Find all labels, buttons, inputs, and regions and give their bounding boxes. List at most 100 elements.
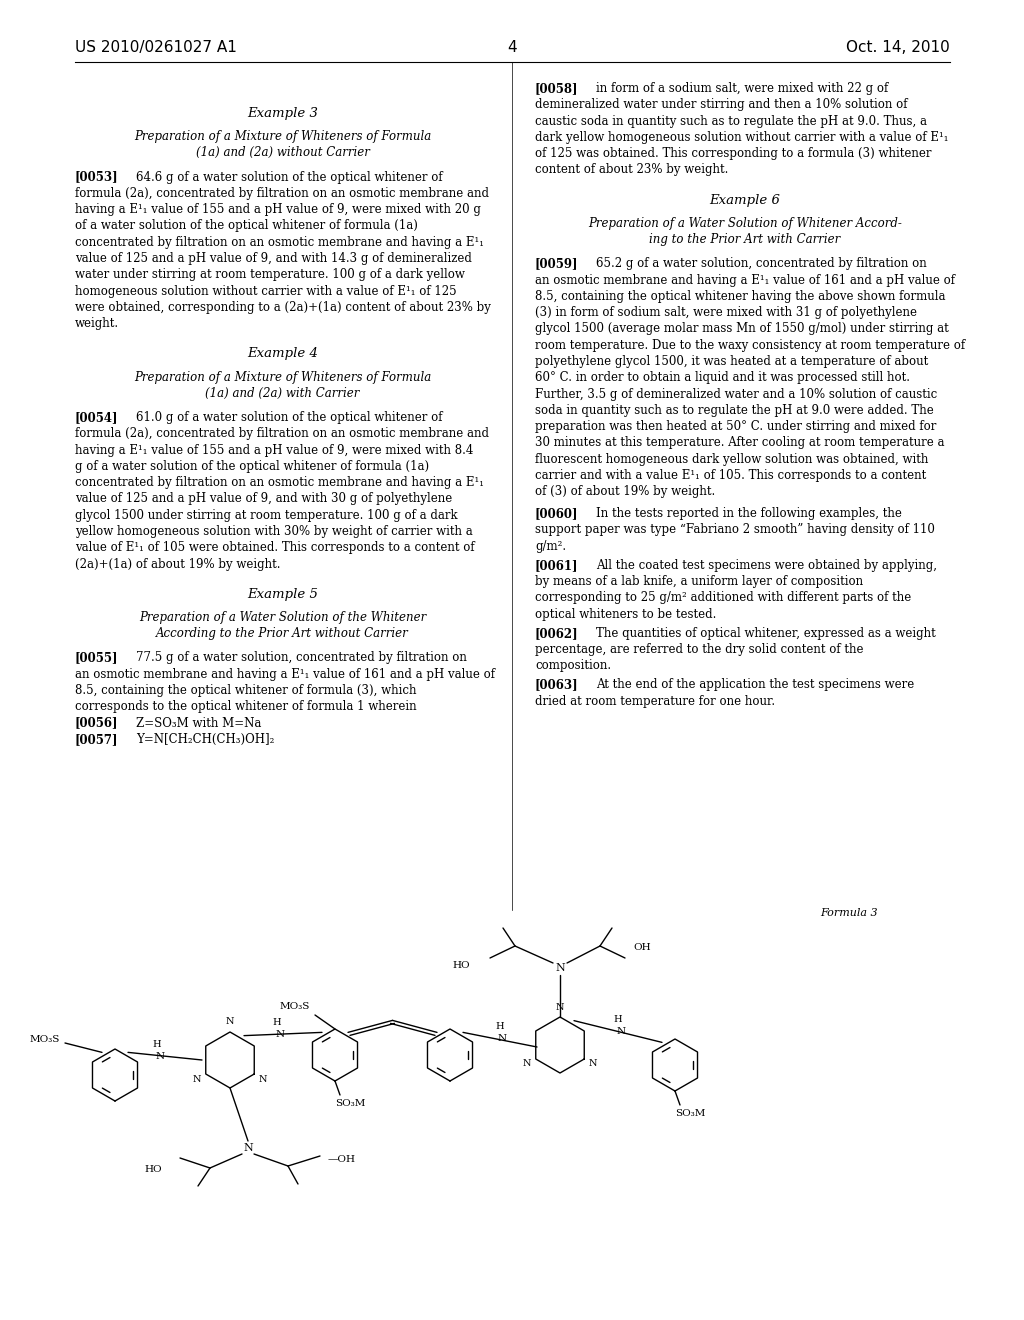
Text: homogeneous solution without carrier with a value of E¹₁ of 125: homogeneous solution without carrier wit… — [75, 285, 457, 297]
Text: Example 4: Example 4 — [247, 347, 317, 360]
Text: Preparation of a Water Solution of the Whitener: Preparation of a Water Solution of the W… — [139, 611, 426, 624]
Text: Preparation of a Water Solution of Whitener Accord-: Preparation of a Water Solution of White… — [588, 216, 902, 230]
Text: 8.5, containing the optical whitener of formula (3), which: 8.5, containing the optical whitener of … — [75, 684, 417, 697]
Text: optical whiteners to be tested.: optical whiteners to be tested. — [535, 607, 717, 620]
Text: an osmotic membrane and having a E¹₁ value of 161 and a pH value of: an osmotic membrane and having a E¹₁ val… — [535, 273, 955, 286]
Text: 64.6 g of a water solution of the optical whitener of: 64.6 g of a water solution of the optica… — [136, 170, 443, 183]
Text: 61.0 g of a water solution of the optical whitener of: 61.0 g of a water solution of the optica… — [136, 411, 443, 424]
Text: water under stirring at room temperature. 100 g of a dark yellow: water under stirring at room temperature… — [75, 268, 465, 281]
Text: N: N — [225, 1018, 234, 1027]
Text: [0063]: [0063] — [535, 678, 579, 692]
Text: Example 3: Example 3 — [247, 107, 317, 120]
Text: [0059]: [0059] — [535, 257, 579, 271]
Text: formula (2a), concentrated by filtration on an osmotic membrane and: formula (2a), concentrated by filtration… — [75, 187, 489, 199]
Text: 30 minutes at this temperature. After cooling at room temperature a: 30 minutes at this temperature. After co… — [535, 437, 944, 449]
Text: N: N — [193, 1074, 202, 1084]
Text: MO₃S: MO₃S — [30, 1035, 60, 1044]
Text: N: N — [275, 1030, 285, 1039]
Text: N: N — [556, 1002, 564, 1011]
Text: N: N — [589, 1060, 597, 1068]
Text: dried at room temperature for one hour.: dried at room temperature for one hour. — [535, 694, 775, 708]
Text: Preparation of a Mixture of Whiteners of Formula: Preparation of a Mixture of Whiteners of… — [134, 131, 431, 144]
Text: room temperature. Due to the waxy consistency at room temperature of: room temperature. Due to the waxy consis… — [535, 339, 966, 351]
Text: H: H — [272, 1018, 282, 1027]
Text: carrier and with a value E¹₁ of 105. This corresponds to a content: carrier and with a value E¹₁ of 105. Thi… — [535, 469, 927, 482]
Text: N: N — [616, 1027, 626, 1036]
Text: N: N — [523, 1060, 531, 1068]
Text: caustic soda in quantity such as to regulate the pH at 9.0. Thus, a: caustic soda in quantity such as to regu… — [535, 115, 927, 128]
Text: value of 125 and a pH value of 9, and with 14.3 g of demineralized: value of 125 and a pH value of 9, and wi… — [75, 252, 472, 265]
Text: Example 5: Example 5 — [247, 587, 317, 601]
Text: content of about 23% by weight.: content of about 23% by weight. — [535, 164, 728, 177]
Text: (3) in form of sodium salt, were mixed with 31 g of polyethylene: (3) in form of sodium salt, were mixed w… — [535, 306, 918, 319]
Text: [0061]: [0061] — [535, 558, 579, 572]
Text: Formula 3: Formula 3 — [820, 908, 878, 917]
Text: [0053]: [0053] — [75, 170, 119, 183]
Text: glycol 1500 under stirring at room temperature. 100 g of a dark: glycol 1500 under stirring at room tempe… — [75, 508, 458, 521]
Text: [0060]: [0060] — [535, 507, 579, 520]
Text: demineralized water under stirring and then a 10% solution of: demineralized water under stirring and t… — [535, 98, 907, 111]
Text: All the coated test specimens were obtained by applying,: All the coated test specimens were obtai… — [596, 558, 937, 572]
Text: 65.2 g of a water solution, concentrated by filtration on: 65.2 g of a water solution, concentrated… — [596, 257, 927, 271]
Text: Z=SO₃M with M=Na: Z=SO₃M with M=Na — [136, 717, 262, 730]
Text: N: N — [156, 1052, 165, 1061]
Text: [0057]: [0057] — [75, 733, 119, 746]
Text: HO: HO — [453, 961, 470, 970]
Text: The quantities of optical whitener, expressed as a weight: The quantities of optical whitener, expr… — [596, 627, 936, 640]
Text: in form of a sodium salt, were mixed with 22 g of: in form of a sodium salt, were mixed wit… — [596, 82, 889, 95]
Text: (2a)+(1a) of about 19% by weight.: (2a)+(1a) of about 19% by weight. — [75, 557, 281, 570]
Text: According to the Prior Art without Carrier: According to the Prior Art without Carri… — [156, 627, 409, 640]
Text: dark yellow homogeneous solution without carrier with a value of E¹₁: dark yellow homogeneous solution without… — [535, 131, 948, 144]
Text: of 125 was obtained. This corresponding to a formula (3) whitener: of 125 was obtained. This corresponding … — [535, 147, 932, 160]
Text: 4: 4 — [507, 40, 517, 55]
Text: weight.: weight. — [75, 317, 119, 330]
Text: an osmotic membrane and having a E¹₁ value of 161 and a pH value of: an osmotic membrane and having a E¹₁ val… — [75, 668, 495, 681]
Text: N: N — [259, 1074, 267, 1084]
Text: N: N — [555, 964, 565, 973]
Text: [0056]: [0056] — [75, 717, 119, 730]
Text: value of E¹₁ of 105 were obtained. This corresponds to a content of: value of E¹₁ of 105 were obtained. This … — [75, 541, 475, 554]
Text: [0054]: [0054] — [75, 411, 119, 424]
Text: N: N — [498, 1034, 507, 1043]
Text: At the end of the application the test specimens were: At the end of the application the test s… — [596, 678, 914, 692]
Text: yellow homogeneous solution with 30% by weight of carrier with a: yellow homogeneous solution with 30% by … — [75, 525, 473, 539]
Text: having a E¹₁ value of 155 and a pH value of 9, were mixed with 20 g: having a E¹₁ value of 155 and a pH value… — [75, 203, 481, 216]
Text: US 2010/0261027 A1: US 2010/0261027 A1 — [75, 40, 237, 55]
Text: glycol 1500 (average molar mass Mn of 1550 g/mol) under stirring at: glycol 1500 (average molar mass Mn of 15… — [535, 322, 949, 335]
Text: g/m².: g/m². — [535, 540, 566, 553]
Text: polyethylene glycol 1500, it was heated at a temperature of about: polyethylene glycol 1500, it was heated … — [535, 355, 928, 368]
Text: —OH: —OH — [328, 1155, 356, 1164]
Text: HO: HO — [144, 1166, 162, 1175]
Text: [0062]: [0062] — [535, 627, 579, 640]
Text: support paper was type “Fabriano 2 smooth” having density of 110: support paper was type “Fabriano 2 smoot… — [535, 524, 935, 536]
Text: In the tests reported in the following examples, the: In the tests reported in the following e… — [596, 507, 902, 520]
Text: g of a water solution of the optical whitener of formula (1a): g of a water solution of the optical whi… — [75, 459, 429, 473]
Text: corresponding to 25 g/m² additioned with different parts of the: corresponding to 25 g/m² additioned with… — [535, 591, 911, 605]
Text: concentrated by filtration on an osmotic membrane and having a E¹₁: concentrated by filtration on an osmotic… — [75, 477, 484, 490]
Text: of (3) of about 19% by weight.: of (3) of about 19% by weight. — [535, 486, 715, 498]
Text: by means of a lab knife, a uniform layer of composition: by means of a lab knife, a uniform layer… — [535, 576, 863, 589]
Text: SO₃M: SO₃M — [675, 1109, 706, 1118]
Text: H: H — [613, 1015, 623, 1024]
Text: Further, 3.5 g of demineralized water and a 10% solution of caustic: Further, 3.5 g of demineralized water an… — [535, 388, 937, 400]
Text: Example 6: Example 6 — [710, 194, 780, 207]
Text: concentrated by filtration on an osmotic membrane and having a E¹₁: concentrated by filtration on an osmotic… — [75, 236, 484, 248]
Text: ing to the Prior Art with Carrier: ing to the Prior Art with Carrier — [649, 232, 841, 246]
Text: fluorescent homogeneous dark yellow solution was obtained, with: fluorescent homogeneous dark yellow solu… — [535, 453, 929, 466]
Text: Oct. 14, 2010: Oct. 14, 2010 — [846, 40, 950, 55]
Text: were obtained, corresponding to a (2a)+(1a) content of about 23% by: were obtained, corresponding to a (2a)+(… — [75, 301, 490, 314]
Text: 8.5, containing the optical whitener having the above shown formula: 8.5, containing the optical whitener hav… — [535, 290, 945, 302]
Text: having a E¹₁ value of 155 and a pH value of 9, were mixed with 8.4: having a E¹₁ value of 155 and a pH value… — [75, 444, 473, 457]
Text: H: H — [153, 1040, 162, 1048]
Text: N: N — [243, 1143, 253, 1152]
Text: percentage, are referred to the dry solid content of the: percentage, are referred to the dry soli… — [535, 643, 863, 656]
Text: H: H — [496, 1022, 504, 1031]
Text: value of 125 and a pH value of 9, and with 30 g of polyethylene: value of 125 and a pH value of 9, and wi… — [75, 492, 453, 506]
Text: 77.5 g of a water solution, concentrated by filtration on: 77.5 g of a water solution, concentrated… — [136, 651, 467, 664]
Text: composition.: composition. — [535, 659, 611, 672]
Text: (1a) and (2a) with Carrier: (1a) and (2a) with Carrier — [206, 387, 359, 400]
Text: soda in quantity such as to regulate the pH at 9.0 were added. The: soda in quantity such as to regulate the… — [535, 404, 934, 417]
Text: Preparation of a Mixture of Whiteners of Formula: Preparation of a Mixture of Whiteners of… — [134, 371, 431, 384]
Text: of a water solution of the optical whitener of formula (1a): of a water solution of the optical white… — [75, 219, 418, 232]
Text: SO₃M: SO₃M — [335, 1100, 366, 1107]
